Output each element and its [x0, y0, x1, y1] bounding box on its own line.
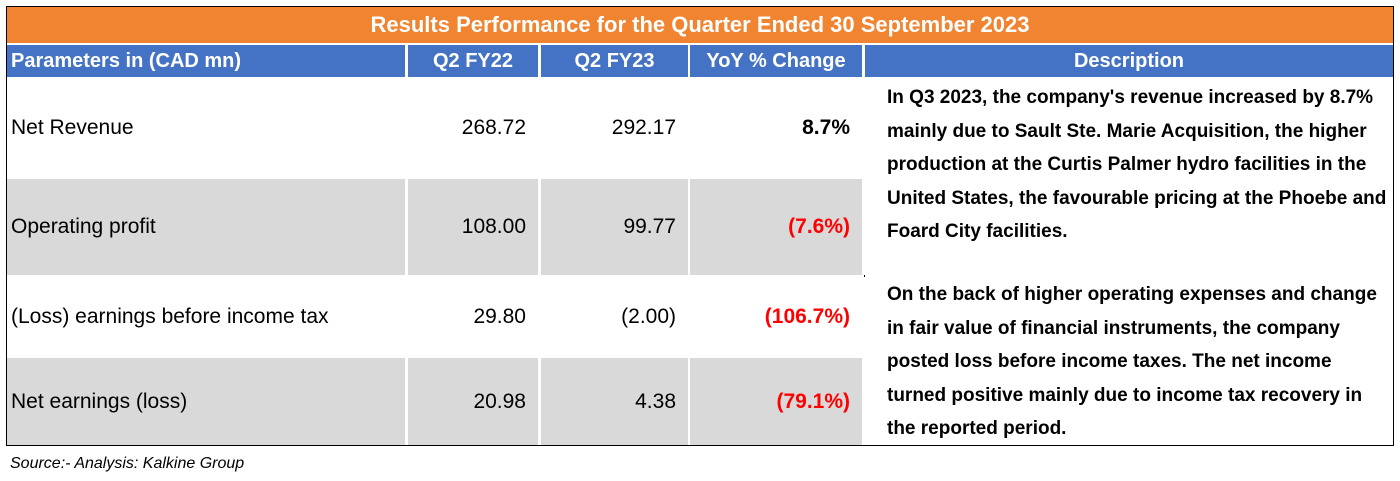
table-cell-yoy: 8.7%: [802, 116, 850, 139]
table-row-label: Net earnings (loss): [7, 358, 405, 445]
description-divider: [864, 275, 865, 277]
source-note: Source:- Analysis: Kalkine Group: [10, 455, 245, 472]
table-cell-q2fy23: (2.00): [621, 305, 676, 328]
header-description: Description: [865, 45, 1393, 77]
table-cell-q2fy22: 29.80: [473, 305, 526, 328]
table-cell-q2fy22: 268.72: [461, 116, 526, 139]
header-yoy: YoY % Change: [690, 45, 862, 77]
table-row-label: Net Revenue: [11, 116, 134, 139]
table-cell-q2fy22: 108.00: [408, 179, 538, 275]
results-table: Results Performance for the Quarter Ende…: [6, 6, 1394, 446]
table-cell-q2fy23: 99.77: [541, 179, 688, 275]
description-paragraph: On the back of higher operating expenses…: [887, 284, 1377, 439]
description-paragraph: In Q3 2023, the company's revenue increa…: [887, 87, 1387, 242]
table-cell-q2fy22: 20.98: [408, 358, 538, 445]
table-cell-q2fy23: 292.17: [611, 116, 676, 139]
header-q2fy23: Q2 FY23: [541, 45, 688, 77]
table-cell-yoy: (106.7%): [764, 305, 850, 328]
table-row-label: (Loss) earnings before income tax: [11, 305, 329, 328]
table-cell-yoy: (7.6%): [690, 179, 862, 275]
table-cell-q2fy23: 4.38: [541, 358, 688, 445]
table-title: Results Performance for the Quarter Ende…: [7, 7, 1393, 43]
header-parameters: Parameters in (CAD mn): [7, 45, 405, 77]
header-q2fy22: Q2 FY22: [408, 45, 538, 77]
table-row-label: Operating profit: [7, 179, 405, 275]
table-cell-yoy: (79.1%): [690, 358, 862, 445]
